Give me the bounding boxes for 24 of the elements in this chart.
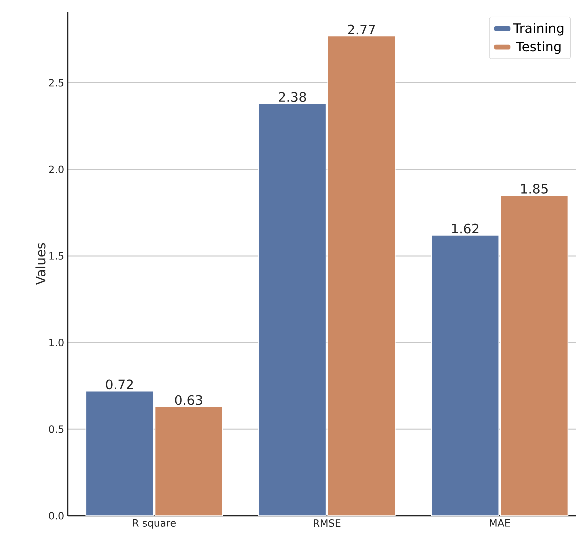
y-axis-title: Values [36, 243, 46, 286]
bar [258, 103, 327, 516]
bar [328, 36, 396, 516]
legend-label: Training [513, 23, 564, 36]
x-tick-label: RMSE [314, 520, 341, 528]
legend-label: Testing [516, 42, 561, 54]
y-tick-label: 2.5 [49, 79, 64, 87]
data-label: 2.38 [279, 92, 306, 102]
y-tick-label: 0.5 [49, 426, 64, 434]
bar [500, 195, 569, 516]
data-label: 1.85 [521, 184, 548, 194]
data-label: 1.62 [452, 224, 479, 234]
y-tick-label: 0.0 [49, 512, 64, 520]
y-tick-label: 1.5 [50, 252, 64, 260]
data-label: 0.72 [106, 380, 134, 390]
data-label: 2.77 [348, 24, 376, 35]
x-tick-label: MAE [490, 520, 510, 527]
bar [86, 390, 154, 516]
y-tick-label: 2.0 [49, 166, 64, 174]
x-tick-label: R square [133, 520, 176, 529]
bar [154, 406, 224, 516]
y-tick-label: 1.0 [50, 339, 64, 347]
bar [431, 235, 500, 516]
data-label: 0.63 [175, 395, 202, 406]
